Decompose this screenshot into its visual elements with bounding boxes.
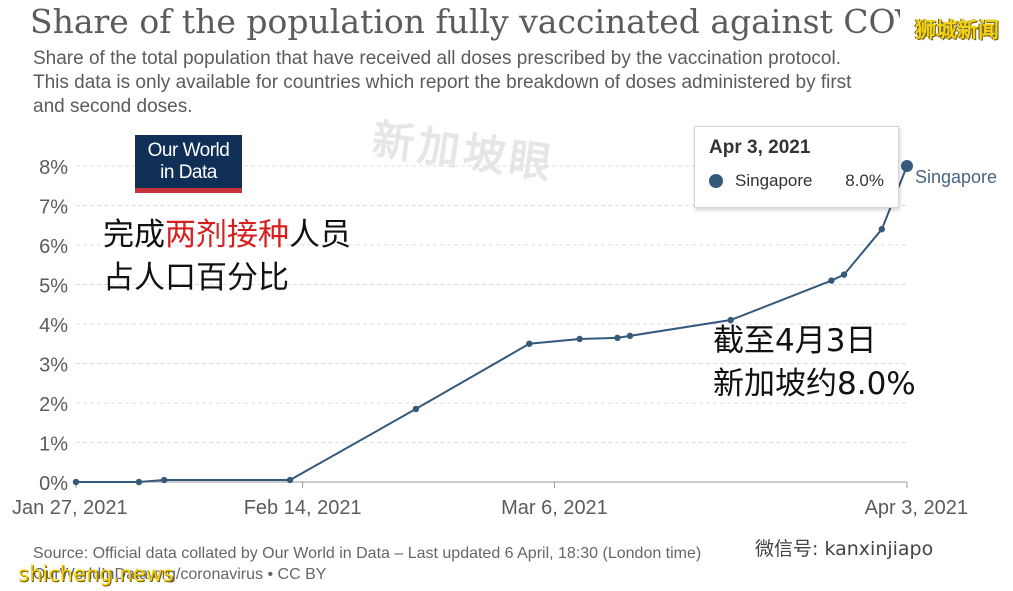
y-tick-label: 4% [39, 315, 68, 337]
y-axis-ticks: 0% 1% 2% 3% 4% 5% 6% 7% 8% [39, 157, 68, 495]
annotation-left-line-1: 完成两剂接种人员 [103, 214, 351, 257]
x-tick-label: Mar 6, 2021 [501, 497, 608, 519]
source-line-1[interactable]: Source: Official data collated by Our Wo… [33, 545, 702, 562]
logo-line-2: in Data [160, 162, 217, 183]
data-point [614, 334, 621, 342]
annotation-prefix: 完成 [103, 217, 165, 253]
tooltip-date: Apr 3, 2021 [709, 137, 811, 158]
annotation-suffix: 人员 [289, 217, 351, 253]
x-tick-label: Jan 27, 2021 [12, 497, 128, 519]
data-point [135, 478, 143, 486]
annotation-right-line-1: 截至4月3日 [713, 323, 877, 359]
x-axis-ticks: Jan 27, 2021 Feb 14, 2021 Mar 6, 2021 Apr 3… [12, 482, 968, 519]
annotation-right-line-2: 新加坡约8.0% [713, 366, 916, 402]
annotation-right: 截至4月3日 新加坡约8.0% [713, 320, 916, 406]
chart-title: Share of the population fully vaccinated… [30, 2, 900, 41]
brand-watermark: 狮城新闻 [915, 18, 999, 42]
x-tick-label: Apr 3, 2021 [865, 497, 968, 519]
series-end-label: Singapore [915, 167, 997, 187]
y-tick-label: 7% [39, 197, 68, 219]
tooltip-row: Singapore 8.0% [709, 171, 884, 191]
wechat-watermark: 微信号: kanxinjiapo [755, 538, 934, 560]
annotation-highlight: 两剂接种 [165, 217, 289, 253]
data-point [412, 405, 420, 413]
chart-series: Singapore [72, 160, 997, 486]
source-line-2[interactable]: OurWorldInData.org/coronavirus • CC BY [33, 566, 327, 583]
tooltip-series-name: Singapore [735, 171, 813, 190]
site-watermark: shicheng.news [18, 562, 174, 586]
y-tick-label: 8% [39, 157, 68, 179]
y-tick-label: 0% [39, 473, 68, 495]
y-tick-label: 1% [39, 434, 68, 456]
data-point [901, 160, 913, 172]
annotation-left: 完成两剂接种人员 占人口百分比 [103, 214, 351, 300]
data-point [72, 478, 80, 486]
tooltip-value: 8.0% [845, 171, 884, 190]
y-tick-label: 3% [39, 355, 68, 377]
data-point [878, 226, 886, 233]
data-point [727, 316, 734, 324]
y-tick-label: 6% [39, 236, 68, 258]
data-point [160, 476, 168, 484]
data-point [286, 476, 294, 484]
data-point [576, 335, 583, 343]
series-dot-icon [709, 174, 723, 188]
owid-logo[interactable]: Our World in Data [135, 135, 242, 193]
annotation-left-line-2: 占人口百分比 [103, 260, 289, 296]
data-point [828, 277, 835, 284]
logo-line-1: Our World [147, 140, 230, 161]
data-point [840, 271, 848, 278]
chart-source: Source: Official data collated by Our Wo… [33, 543, 853, 585]
chart-subtitle: Share of the total population that have … [33, 48, 852, 117]
x-tick-label: Feb 14, 2021 [244, 497, 362, 519]
y-tick-label: 2% [39, 394, 68, 416]
data-point [526, 340, 533, 347]
data-point [626, 332, 634, 340]
hover-tooltip: Apr 3, 2021 Singapore 8.0% [694, 126, 899, 208]
y-tick-label: 5% [39, 276, 68, 298]
chart-grid [76, 165, 907, 483]
